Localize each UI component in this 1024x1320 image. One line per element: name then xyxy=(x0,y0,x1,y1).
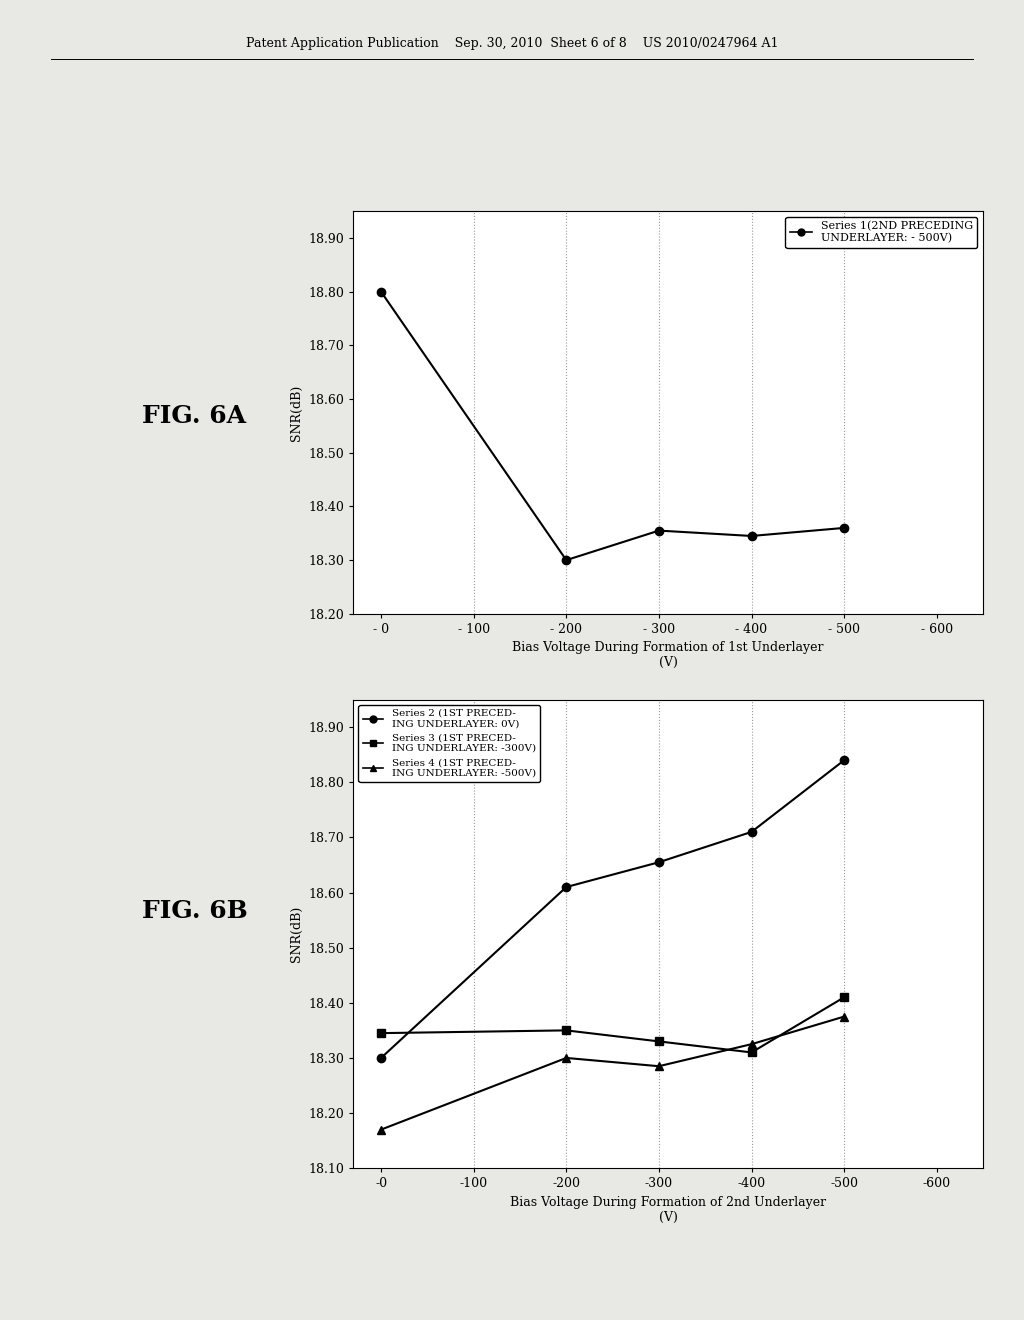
Legend: Series 1(2ND PRECEDING
UNDERLAYER: - 500V): Series 1(2ND PRECEDING UNDERLAYER: - 500… xyxy=(785,216,978,248)
Y-axis label: SNR(dB): SNR(dB) xyxy=(290,384,303,441)
Legend: Series 2 (1ST PRECED-
ING UNDERLAYER: 0V), Series 3 (1ST PRECED-
ING UNDERLAYER:: Series 2 (1ST PRECED- ING UNDERLAYER: 0V… xyxy=(358,705,540,781)
Y-axis label: SNR(dB): SNR(dB) xyxy=(290,906,303,962)
X-axis label: Bias Voltage During Formation of 2nd Underlayer
(V): Bias Voltage During Formation of 2nd Und… xyxy=(510,1196,826,1224)
Text: Patent Application Publication    Sep. 30, 2010  Sheet 6 of 8    US 2010/0247964: Patent Application Publication Sep. 30, … xyxy=(246,37,778,50)
Text: FIG. 6A: FIG. 6A xyxy=(142,404,247,428)
Text: FIG. 6B: FIG. 6B xyxy=(141,899,248,923)
X-axis label: Bias Voltage During Formation of 1st Underlayer
(V): Bias Voltage During Formation of 1st Und… xyxy=(512,642,824,669)
